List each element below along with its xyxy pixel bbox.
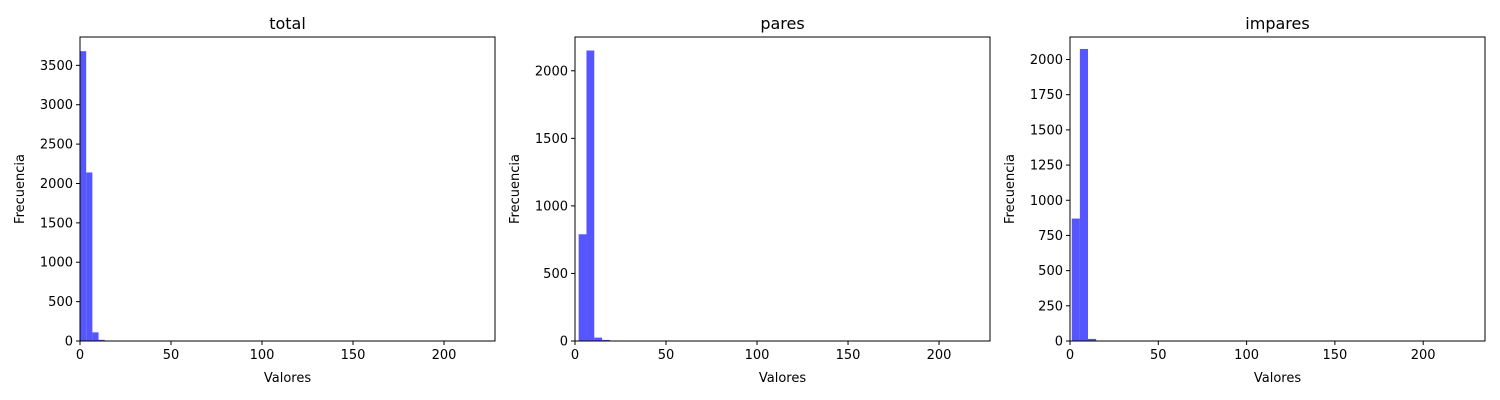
histogram-bar [1088,338,1097,341]
panel-total: total Valores Frecuencia 0 50 100 150 200050… [13,14,496,386]
y-tick-label: 1500 [535,132,568,147]
y-tick-label: 500 [1038,264,1063,279]
y-axis-label: Frecuencia [13,154,28,224]
x-tick-label: 0 [1066,348,1074,363]
x-axis-label: Valores [264,371,311,386]
y-tick-label: 1500 [1030,123,1063,138]
x-axis-label: Valores [1254,371,1301,386]
axes-frame [574,36,991,342]
y-tick-label: 3500 [40,59,73,74]
panel-pares: pares Valores Frecuencia 0 50 100 150 200050… [508,14,991,386]
histogram-bar [1071,218,1080,341]
x-tick-label: 50 [658,348,675,363]
y-tick-label: 1000 [1030,194,1063,209]
panel-title: impares [1245,14,1309,33]
x-tick-label: 150 [1322,348,1347,363]
x-tick-label: 100 [1234,348,1259,363]
histogram-bar [594,337,603,341]
x-tick-label: 50 [1150,348,1167,363]
histogram-bar [92,332,99,341]
y-tick-label: 1500 [40,216,73,231]
y-tick-label: 250 [1038,299,1063,314]
panel-title: total [269,14,306,33]
histogram-bar [602,339,610,341]
panel-title: pares [760,14,804,33]
x-tick-label: 100 [745,348,770,363]
x-tick-label: 0 [76,348,84,363]
y-tick-label: 1750 [1030,88,1063,103]
y-tick-label: 1250 [1030,159,1063,174]
y-tick-label: 2000 [535,64,568,79]
histogram-bar [80,51,87,341]
histogram-bar [1079,48,1089,342]
y-tick-label: 0 [65,335,73,350]
panel-impares: impares Valores Frecuencia 0 50 100 150 2000… [1003,14,1486,386]
x-tick-label: 200 [927,348,952,363]
x-tick-label: 150 [341,348,366,363]
y-tick-label: 500 [543,267,568,282]
y-tick-label: 0 [560,335,568,350]
x-axis-label: Valores [759,371,806,386]
histogram-bar [86,172,93,341]
x-tick-label: 100 [250,348,275,363]
y-axis-label: Frecuencia [508,154,523,224]
y-tick-label: 750 [1038,229,1063,244]
axes-frame [1069,36,1486,342]
histogram-bar [586,50,595,342]
x-tick-label: 200 [1411,348,1436,363]
y-tick-label: 3000 [40,98,73,113]
histogram-bar [98,339,105,341]
y-tick-label: 0 [1055,335,1063,350]
y-tick-label: 1000 [535,199,568,214]
y-tick-label: 1000 [40,256,73,271]
y-tick-label: 2500 [40,138,73,153]
x-tick-label: 0 [571,348,579,363]
x-tick-label: 200 [432,348,457,363]
y-tick-label: 2000 [1030,53,1063,68]
x-tick-label: 50 [163,348,180,363]
y-axis-label: Frecuencia [1003,154,1018,224]
axes-frame [79,36,496,342]
x-tick-label: 150 [836,348,861,363]
y-tick-label: 2000 [40,177,73,192]
histogram-bar [578,234,587,341]
y-tick-label: 500 [48,295,73,310]
